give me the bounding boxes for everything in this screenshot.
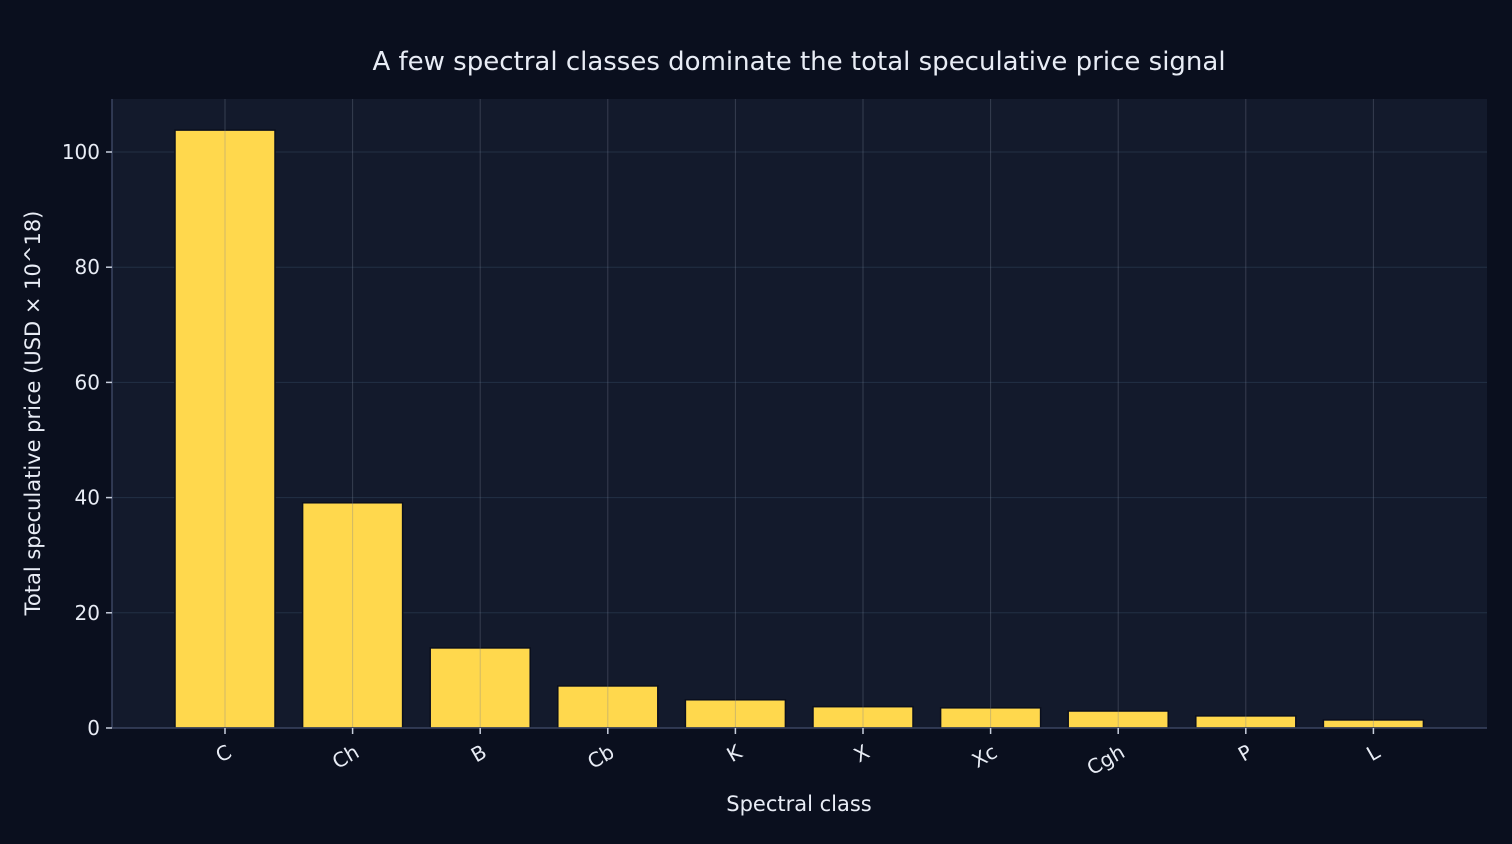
vertical-gridlines (224, 99, 1374, 728)
x-ticks: C Ch B Cb K X Xc Cgh P L (211, 728, 1385, 780)
x-tick-label: Cb (583, 740, 618, 774)
y-tick-label: 80 (75, 255, 100, 279)
x-tick-label: X (850, 739, 874, 767)
x-tick-label: Ch (328, 740, 363, 774)
bar-Ch (301, 502, 404, 729)
bar-B (429, 647, 531, 729)
y-tick-label: 60 (75, 370, 100, 394)
x-tick-label: Xc (968, 740, 1001, 773)
x-tick-label: L (1362, 739, 1384, 766)
x-tick-label: P (1234, 740, 1256, 767)
y-tick-label: 100 (62, 140, 100, 164)
bar-C (174, 129, 276, 729)
y-tick-label: 0 (87, 716, 100, 740)
y-ticks: 0 20 40 60 80 100 (62, 140, 112, 740)
x-tick-label: K (723, 739, 747, 767)
x-tick-label: Cgh (1083, 740, 1129, 780)
x-tick-label: B (467, 740, 491, 768)
bar-Cb (557, 685, 659, 729)
y-tick-label: 20 (75, 601, 100, 625)
chart-title: A few spectral classes dominate the tota… (372, 47, 1225, 77)
x-axis-label: Spectral class (726, 792, 872, 816)
y-axis-label: Total speculative price (USD × 10^18) (21, 211, 45, 617)
y-tick-label: 40 (75, 486, 100, 510)
x-tick-label: C (211, 740, 235, 768)
bars (174, 129, 1425, 729)
